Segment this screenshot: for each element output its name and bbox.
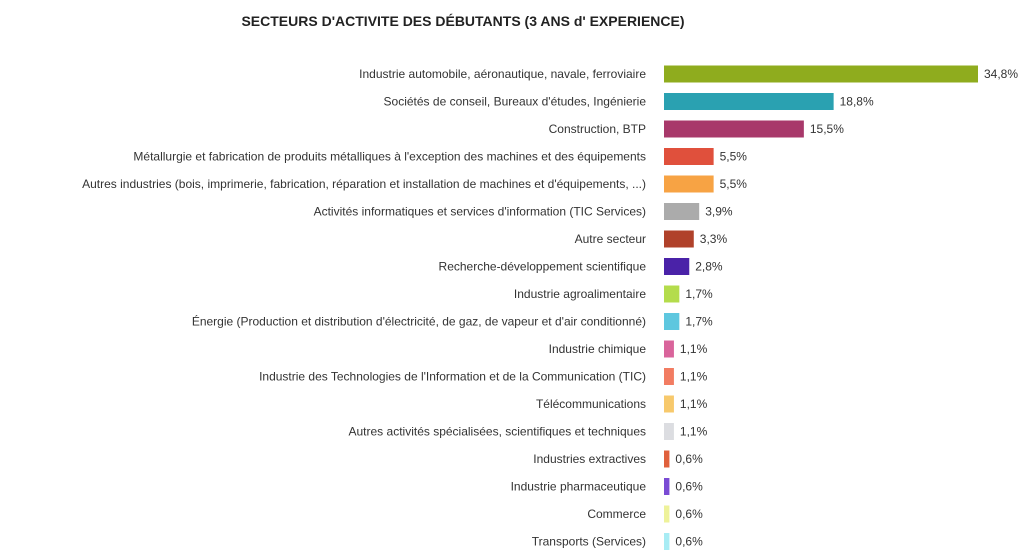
category-label: Industrie automobile, aéronautique, nava… [359, 67, 646, 81]
category-label: Métallurgie et fabrication de produits m… [133, 150, 646, 164]
category-label: Industrie agroalimentaire [514, 287, 646, 301]
bar[interactable] [664, 478, 670, 495]
bar[interactable] [664, 368, 674, 385]
bar[interactable] [664, 313, 680, 330]
bar[interactable] [664, 148, 714, 165]
category-label: Transports (Services) [532, 535, 646, 549]
bar[interactable] [664, 423, 674, 440]
value-label: 1,7% [685, 287, 713, 301]
value-label: 1,1% [680, 397, 708, 411]
category-label: Autres industries (bois, imprimerie, fab… [82, 177, 646, 191]
value-label: 5,5% [720, 150, 748, 164]
bar[interactable] [664, 230, 694, 248]
category-label: Activités informatiques et services d'in… [314, 205, 646, 219]
value-label: 1,1% [680, 425, 708, 439]
chart-title: SECTEURS D'ACTIVITE DES DÉBUTANTS (3 ANS… [241, 13, 684, 29]
category-label: Sociétés de conseil, Bureaux d'études, I… [384, 95, 647, 109]
bar[interactable] [664, 450, 670, 468]
value-label: 34,8% [984, 67, 1018, 81]
category-label: Commerce [587, 507, 646, 521]
bar[interactable] [664, 505, 670, 523]
category-label: Industrie pharmaceutique [511, 480, 647, 494]
value-label: 3,3% [700, 232, 728, 246]
value-label: 0,6% [675, 507, 703, 521]
category-label: Télécommunications [536, 397, 646, 411]
category-label: Autres activités spécialisées, scientifi… [349, 425, 647, 439]
category-label: Industrie des Technologies de l'Informat… [259, 370, 646, 384]
category-label: Énergie (Production et distribution d'él… [192, 314, 646, 329]
bar[interactable] [664, 340, 674, 358]
value-label: 15,5% [810, 122, 844, 136]
category-label: Construction, BTP [549, 122, 646, 136]
value-label: 1,1% [680, 342, 708, 356]
value-label: 3,9% [705, 205, 733, 219]
value-label: 1,7% [685, 315, 713, 329]
bar[interactable] [664, 533, 670, 550]
value-label: 5,5% [720, 177, 748, 191]
category-label: Recherche-développement scientifique [439, 260, 647, 274]
bar[interactable] [664, 65, 978, 83]
bar[interactable] [664, 285, 680, 303]
bar[interactable] [664, 175, 714, 193]
bar[interactable] [664, 258, 690, 275]
value-label: 2,8% [695, 260, 723, 274]
category-label: Industrie chimique [549, 342, 647, 356]
value-label: 0,6% [675, 535, 703, 549]
bar[interactable] [664, 395, 674, 413]
category-label: Industries extractives [533, 452, 646, 466]
category-label: Autre secteur [575, 232, 646, 246]
bar[interactable] [664, 203, 700, 220]
value-label: 1,1% [680, 370, 708, 384]
bar[interactable] [664, 93, 834, 110]
value-label: 0,6% [675, 480, 703, 494]
bars-group: Industrie automobile, aéronautique, nava… [82, 65, 1018, 550]
value-label: 18,8% [840, 95, 874, 109]
bar[interactable] [664, 120, 804, 138]
value-label: 0,6% [675, 452, 703, 466]
